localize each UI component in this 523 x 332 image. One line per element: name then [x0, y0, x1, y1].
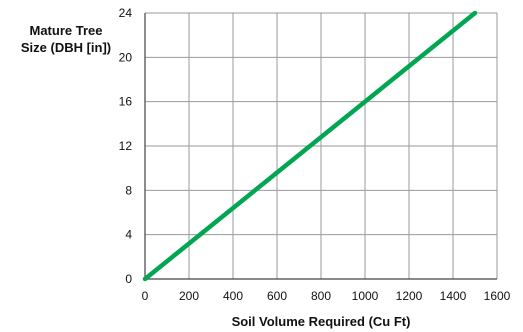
y-tick-label: 8 — [125, 183, 132, 197]
x-tick-label: 1600 — [484, 289, 511, 303]
y-axis-label-line-2: Size (DBH [in]) — [20, 40, 112, 55]
x-tick-label: 400 — [223, 289, 243, 303]
x-tick-label: 200 — [179, 289, 199, 303]
y-tick-label: 4 — [125, 228, 132, 242]
y-tick-label: 16 — [119, 95, 133, 109]
series-line — [142, 10, 478, 282]
y-axis-label: Mature Tree Size (DBH [in]) — [6, 22, 126, 56]
x-tick-label: 1200 — [396, 289, 423, 303]
y-tick-label: 24 — [119, 6, 133, 20]
y-axis-label-line-1: Mature Tree — [29, 23, 103, 38]
y-tick-label: 12 — [119, 139, 133, 153]
y-tick-label: 20 — [119, 50, 133, 64]
x-tick-label: 1000 — [352, 289, 379, 303]
x-tick-label: 0 — [142, 289, 149, 303]
x-tick-label: 600 — [267, 289, 287, 303]
y-tick-label: 0 — [125, 272, 132, 286]
x-axis-label: Soil Volume Required (Cu Ft) — [231, 314, 411, 329]
x-tick-label: 1400 — [440, 289, 467, 303]
x-tick-label: 800 — [311, 289, 331, 303]
